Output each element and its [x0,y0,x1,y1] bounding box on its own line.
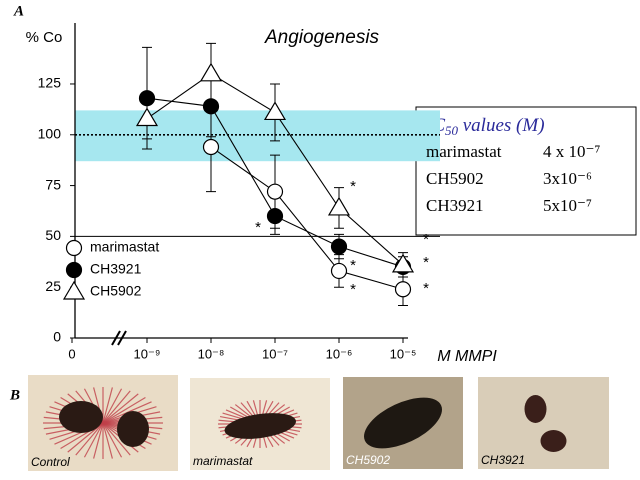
ic50-name: CH5902 [426,169,484,188]
legend-label: marimastat [90,239,159,255]
legend-marker [65,239,83,257]
explant [224,413,296,439]
x-axis-label: M MMPI [437,348,497,365]
ic50-value: 3x10⁻⁶ [543,169,592,188]
explant [524,395,547,423]
ic50-title: IC50 values (M) [425,115,545,138]
explant [364,397,442,449]
annotation: * [255,219,261,236]
annotation: * [350,178,356,195]
axis-break [117,330,127,346]
photo: CH5902 [343,377,463,469]
ic50-value: 5x10⁻⁷ [543,196,592,215]
photo-caption: CH3921 [481,453,525,467]
explant [59,401,103,433]
vessel [102,422,113,459]
x-tick-label: 10⁻⁷ [262,346,288,361]
photo-caption: Control [31,455,70,469]
data-point [266,183,284,200]
panel-label: A [13,3,24,19]
data-point [391,253,415,273]
annotation: * [423,254,429,271]
data-point [135,107,159,127]
series-line [210,146,404,290]
y-tick-label: 75 [45,176,61,192]
x-tick-label: 0 [68,346,75,361]
data-point [330,262,348,280]
explant [540,430,567,452]
vessel [83,422,104,458]
axis-break [111,330,121,346]
y-axis-label: % Co [26,29,63,46]
reference-band [75,110,440,162]
vessel [102,422,131,456]
vessel [102,422,123,458]
y-tick-label: 50 [45,227,61,243]
vessel [75,422,104,456]
data-point [138,90,156,107]
vessel [102,387,113,424]
ic50-name: marimastat [426,142,502,161]
ic50-name: CH3921 [426,196,484,215]
legend-marker [65,261,83,279]
chart-title: Angiogenesis [264,27,380,48]
y-tick-label: 0 [53,329,61,345]
vessel [102,393,139,424]
data-point [327,196,351,216]
annotation: * [423,280,429,297]
y-tick-label: 25 [45,278,61,294]
ic50-box [415,106,637,236]
annotation: * [423,231,429,248]
x-tick-label: 10⁻⁸ [198,346,225,361]
annotation: * [350,257,356,274]
legend-label: CH5902 [90,283,142,299]
y-tick-label: 100 [38,125,62,141]
vessel [93,422,104,459]
data-point [199,62,223,82]
data-point [266,207,284,225]
data-point [202,98,220,115]
x-tick-label: 10⁻⁹ [134,346,161,361]
photo: CH3921 [478,377,609,469]
photo: marimastat [190,378,330,470]
explant [117,411,149,447]
panel-label: B [9,387,20,403]
data-point [202,138,220,156]
photo-background [478,377,609,469]
data-point [263,101,287,121]
ic50-value: 4 x 10⁻⁷ [543,142,600,161]
x-tick-label: 10⁻⁵ [390,346,417,361]
y-tick-label: 125 [38,75,62,91]
annotation: * [350,281,356,298]
x-tick-label: 10⁻⁶ [326,346,353,361]
photo: Control [28,375,178,471]
photo-caption: CH5902 [346,453,390,467]
legend-label: CH3921 [90,261,142,277]
photo-caption: marimastat [193,454,253,468]
vessel [102,397,146,424]
vessel [102,390,131,424]
data-point [330,238,348,255]
vessel [102,388,123,424]
legend-marker [62,280,86,300]
data-point [394,281,412,298]
